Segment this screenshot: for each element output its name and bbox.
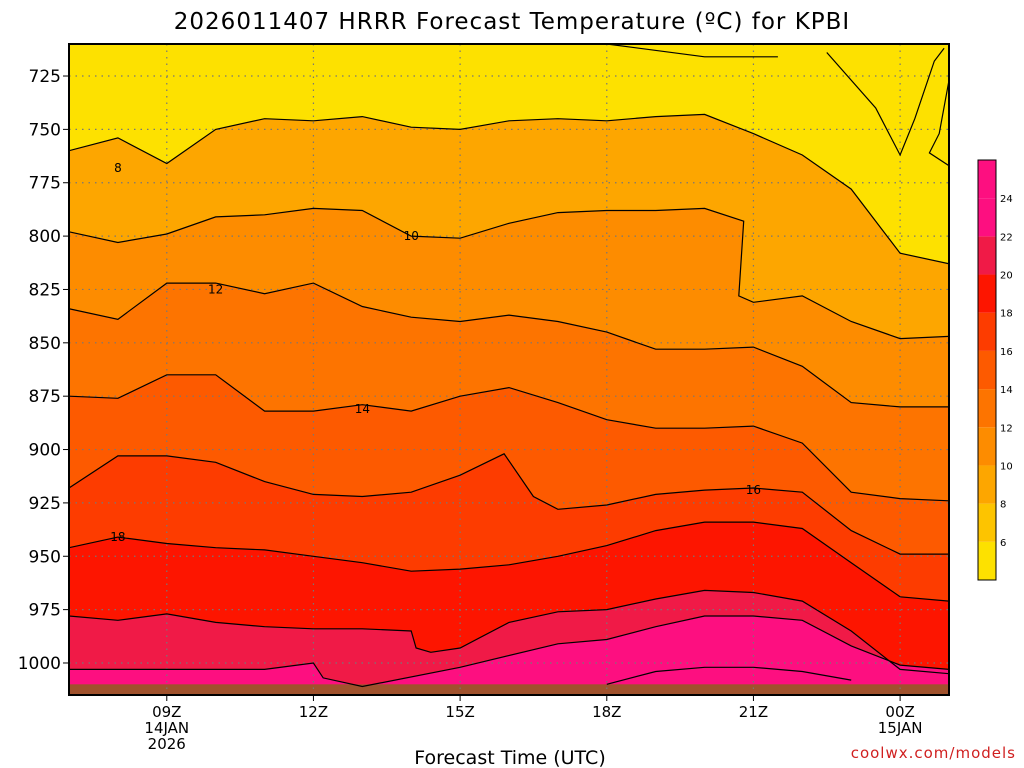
colorbar-tick-10: 10 (1000, 461, 1013, 472)
grid-lines (69, 44, 949, 695)
colorbar-segment-10 (978, 427, 996, 466)
colorbar-tick-20: 20 (1000, 271, 1013, 282)
colorbar-tick-18: 18 (1000, 309, 1013, 320)
colorbar-segment-24 (978, 160, 996, 199)
colorbar-frame (977, 159, 997, 581)
colorbar-segment-6 (978, 503, 996, 542)
contour-line-12-5 (69, 282, 949, 408)
band-fill-24 (606, 667, 852, 685)
chart-title: 2026011407 HRRR Forecast Temperature (ºC… (174, 9, 850, 35)
contour-line-14-6 (69, 374, 949, 502)
colorbar-segment-12 (978, 389, 996, 428)
plot-frame (68, 43, 950, 696)
colorbar-tick-16: 16 (1000, 347, 1013, 358)
x-tick-label-9-1: 14JAN (144, 719, 189, 737)
contour-line-20-9 (69, 589, 949, 675)
contour-label-14: 14 (355, 402, 370, 416)
ground-rect (69, 684, 949, 695)
contour-label-8: 8 (114, 161, 122, 175)
x-axis-label: Forecast Time (UTC) (414, 747, 605, 768)
contour-line-24-11 (606, 666, 852, 685)
contour-line-18-8 (69, 521, 949, 602)
y-tick-label-925: 925 (29, 494, 61, 514)
x-tick-label-15-0: 15Z (445, 703, 474, 721)
y-tick-label-725: 725 (29, 67, 61, 87)
y-tick-label-975: 975 (29, 601, 61, 621)
contour-label-10: 10 (404, 229, 419, 243)
contour-line-8-3 (69, 113, 949, 265)
y-tick-label-850: 850 (29, 334, 61, 354)
contour-line-6-2 (928, 80, 949, 167)
colorbar-segment-16 (978, 312, 996, 351)
y-tick-label-800: 800 (29, 227, 61, 247)
colorbar-segment-4 (978, 541, 996, 580)
y-tick-label-775: 775 (29, 174, 61, 194)
x-tick-label-18-0: 18Z (592, 703, 621, 721)
colorbar-segment-18 (978, 274, 996, 313)
colorbar-segment-22 (978, 198, 996, 237)
x-tick-label-9-2: 2026 (148, 735, 186, 753)
contour-label-12: 12 (208, 282, 223, 296)
x-tick-label-21-0: 21Z (739, 703, 768, 721)
x-tick-label-9-0: 09Z (152, 703, 181, 721)
colorbar-segment-8 (978, 465, 996, 504)
colorbar-tick-12: 12 (1000, 423, 1013, 434)
contour-label-16: 16 (746, 483, 761, 497)
colorbar-legend: 6 8 10 12 14 16 18 20 22 24 (977, 159, 1013, 581)
colorbar-tick-24: 24 (1000, 194, 1013, 205)
y-tick-label-1000: 1000 (18, 654, 61, 674)
ground-surface (69, 684, 949, 695)
credit-text: coolwx.com/models (851, 744, 1016, 762)
colorbar-segment-20 (978, 236, 996, 275)
contour-line-6-1 (826, 47, 945, 157)
x-tick-label-12-0: 12Z (299, 703, 328, 721)
contour-line-6-0 (606, 44, 778, 58)
y-tick-label-950: 950 (29, 547, 61, 567)
contour-labels: 8 10 12 14 16 18 (110, 161, 761, 544)
colorbar-tick-14: 14 (1000, 385, 1013, 396)
colorbar-tick-6: 6 (1000, 538, 1006, 549)
y-tick-label-750: 750 (29, 120, 61, 140)
y-axis: 725 750 775 800 825 850 875 900 925 950 975 1000 (18, 67, 69, 674)
x-tick-label-24-0: 00Z (885, 703, 914, 721)
colorbar-tick-22: 22 (1000, 232, 1013, 243)
colorbar-segment-14 (978, 350, 996, 390)
x-tick-label-24-1: 15JAN (878, 719, 923, 737)
y-tick-label-875: 875 (29, 387, 61, 407)
contour-lines (69, 44, 949, 688)
contour-line-16-7 (69, 453, 949, 555)
contour-line-22-10 (69, 615, 949, 688)
colorbar-tick-8: 8 (1000, 500, 1006, 511)
y-tick-label-825: 825 (29, 280, 61, 300)
contour-label-18: 18 (110, 530, 125, 544)
temperature-fill-bands (69, 44, 949, 695)
contour-line-10-4 (69, 207, 949, 340)
y-tick-label-900: 900 (29, 441, 61, 461)
